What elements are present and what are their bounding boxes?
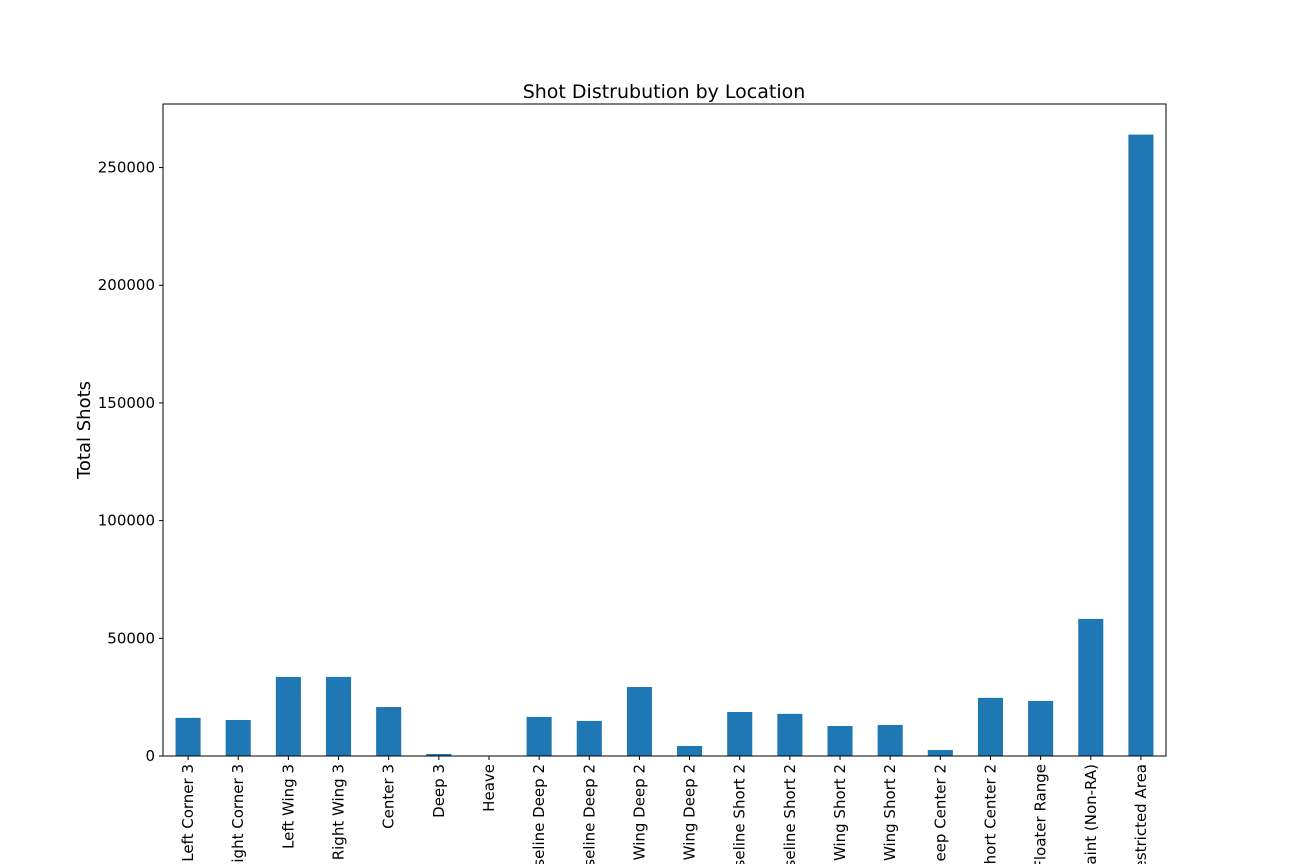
x-tick-label: Left Corner 3 (179, 764, 197, 862)
bar (1078, 618, 1104, 756)
x-tick-label: eep Center 2 (931, 764, 949, 862)
bar (1028, 700, 1054, 756)
bar (677, 745, 703, 756)
bar (927, 749, 953, 756)
bar (877, 724, 903, 756)
y-tick-label: 150000 (98, 394, 155, 412)
x-tick-label: Right Wing 3 (330, 764, 348, 860)
x-tick-label: seline Short 2 (731, 764, 749, 864)
bar (426, 753, 452, 756)
x-tick-label: hort Center 2 (981, 764, 999, 864)
bar (376, 707, 402, 756)
plot-frame (162, 103, 1167, 757)
chart-title: Shot Distrubution by Location (523, 81, 806, 103)
x-tick-label: Left Wing 3 (279, 764, 297, 849)
bar (526, 716, 552, 756)
x-tick-label: aint (Non-RA) (1082, 764, 1100, 864)
x-tick-label: Wing Short 2 (881, 764, 899, 861)
x-tick-label: Wing Short 2 (831, 764, 849, 861)
x-tick-label: estricted Area (1132, 764, 1150, 864)
bar (175, 717, 201, 756)
x-tick-label: Deep 3 (430, 764, 448, 818)
bar (576, 720, 602, 756)
x-tick-label: Floater Range (1032, 764, 1050, 864)
bar (827, 725, 853, 756)
y-tick-label: 100000 (98, 512, 155, 530)
y-tick-label: 50000 (107, 629, 155, 647)
x-tick-label: seline Deep 2 (530, 764, 548, 864)
bar (325, 676, 352, 756)
bar (727, 711, 753, 756)
bar (275, 676, 301, 756)
x-tick-label: seline Short 2 (781, 764, 799, 864)
y-axis-label: Total Shots (74, 381, 95, 480)
bar (1128, 134, 1154, 757)
y-tick-label: 0 (145, 747, 155, 765)
x-tick-label: Wing Deep 2 (681, 764, 699, 860)
x-tick-label: Wing Deep 2 (630, 764, 648, 860)
x-tick-label: seline Deep 2 (580, 764, 598, 864)
bar (777, 713, 803, 756)
bar (977, 697, 1004, 756)
x-tick-label: Heave (480, 764, 498, 812)
x-tick-label: Center 3 (380, 764, 398, 829)
x-tick-label: ight Corner 3 (229, 764, 247, 863)
bar (225, 719, 251, 756)
y-tick-label: 200000 (98, 276, 155, 294)
y-tick-label: 250000 (98, 159, 155, 177)
bar (626, 687, 652, 756)
